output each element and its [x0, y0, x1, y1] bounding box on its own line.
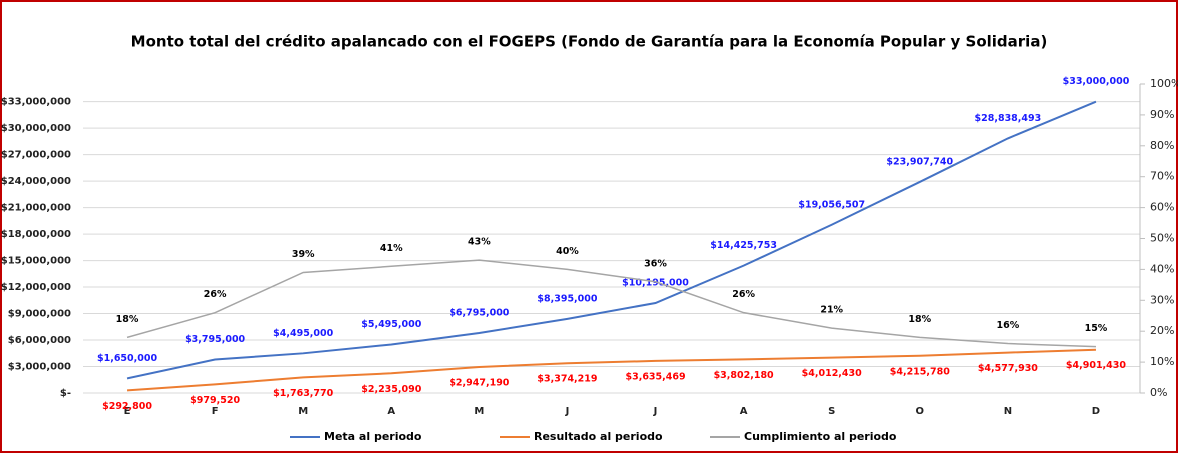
data-label: $8,395,000 — [537, 293, 597, 304]
data-label: $19,056,507 — [798, 199, 865, 210]
y-tick-label: $9,000,000 — [8, 309, 71, 320]
x-tick-label: S — [828, 406, 835, 417]
x-tick-label: F — [212, 406, 219, 417]
data-label: 18% — [116, 314, 139, 325]
data-label: $5,495,000 — [361, 319, 421, 330]
data-label: 43% — [468, 237, 491, 248]
x-tick-label: D — [1092, 406, 1100, 417]
y-tick-label: $21,000,000 — [1, 203, 71, 214]
legend-label: Cumplimiento al periodo — [744, 430, 897, 443]
data-label: 26% — [732, 289, 755, 300]
y2-tick-label: 30% — [1150, 293, 1174, 306]
data-label: $292,800 — [102, 401, 152, 412]
y-tick-label: $3,000,000 — [8, 362, 71, 373]
data-label: $23,907,740 — [886, 156, 953, 167]
data-label: $1,763,770 — [273, 388, 333, 399]
data-label: $2,947,190 — [449, 377, 509, 388]
x-tick-label: A — [740, 406, 748, 417]
data-label: $4,495,000 — [273, 328, 333, 339]
y2-tick-label: 70% — [1150, 170, 1174, 183]
x-tick-label: A — [387, 406, 395, 417]
x-tick-label: E — [124, 406, 131, 417]
x-tick-label: M — [474, 406, 484, 417]
data-label: 41% — [380, 243, 403, 254]
data-label: 16% — [997, 320, 1020, 331]
data-label: $6,795,000 — [449, 308, 509, 319]
data-label: $1,650,000 — [97, 353, 157, 364]
y2-tick-label: 0% — [1150, 386, 1167, 399]
data-label: $14,425,753 — [710, 240, 777, 251]
x-tick-label: M — [298, 406, 308, 417]
y2-tick-label: 100% — [1150, 77, 1178, 90]
y2-tick-label: 50% — [1150, 232, 1174, 245]
data-label: $4,215,780 — [890, 366, 950, 377]
data-label: $28,838,493 — [975, 113, 1042, 124]
y-tick-label: $24,000,000 — [1, 176, 71, 187]
data-label: 40% — [556, 246, 579, 257]
x-tick-label: J — [565, 406, 570, 417]
y2-tick-label: 40% — [1150, 262, 1174, 275]
data-label: $979,520 — [190, 395, 240, 406]
series-line — [126, 348, 1096, 392]
y2-tick-label: 20% — [1150, 324, 1174, 337]
y2-tick-label: 90% — [1150, 108, 1174, 121]
data-label: 26% — [204, 289, 227, 300]
x-tick-label: N — [1004, 406, 1012, 417]
data-label: 36% — [644, 258, 667, 269]
data-label: $2,235,090 — [361, 384, 421, 395]
data-label: $4,901,430 — [1066, 360, 1126, 371]
data-label: $4,012,430 — [802, 368, 862, 379]
data-label: $10,195,000 — [622, 277, 689, 288]
data-label: 15% — [1085, 323, 1108, 334]
y-tick-label: $12,000,000 — [1, 282, 71, 293]
y2-tick-label: 80% — [1150, 139, 1174, 152]
legend-label: Resultado al periodo — [534, 430, 663, 443]
series-line — [126, 100, 1097, 380]
y-tick-label: $27,000,000 — [1, 150, 71, 161]
data-label: $3,802,180 — [714, 370, 774, 381]
data-label: 39% — [292, 249, 315, 260]
x-tick-label: O — [916, 406, 925, 417]
series-line — [126, 259, 1096, 348]
x-tick-label: J — [653, 406, 658, 417]
y2-tick-label: 60% — [1150, 201, 1174, 214]
chart-title: Monto total del crédito apalancado con e… — [131, 33, 1048, 51]
data-label: 21% — [820, 305, 843, 316]
y2-tick-label: 10% — [1150, 355, 1174, 368]
data-label: $3,374,219 — [537, 374, 597, 385]
data-label: $4,577,930 — [978, 363, 1038, 374]
y-tick-label: $6,000,000 — [8, 335, 71, 346]
data-label: 18% — [908, 314, 931, 325]
legend-label: Meta al periodo — [324, 430, 422, 443]
y-tick-label: $- — [60, 388, 71, 399]
data-label: $3,795,000 — [185, 334, 245, 345]
y-tick-label: $33,000,000 — [1, 97, 71, 108]
y-tick-label: $18,000,000 — [1, 229, 71, 240]
data-label: $3,635,469 — [625, 371, 685, 382]
y-tick-label: $30,000,000 — [1, 123, 71, 134]
data-label: $33,000,000 — [1063, 76, 1130, 87]
y-tick-label: $15,000,000 — [1, 256, 71, 267]
